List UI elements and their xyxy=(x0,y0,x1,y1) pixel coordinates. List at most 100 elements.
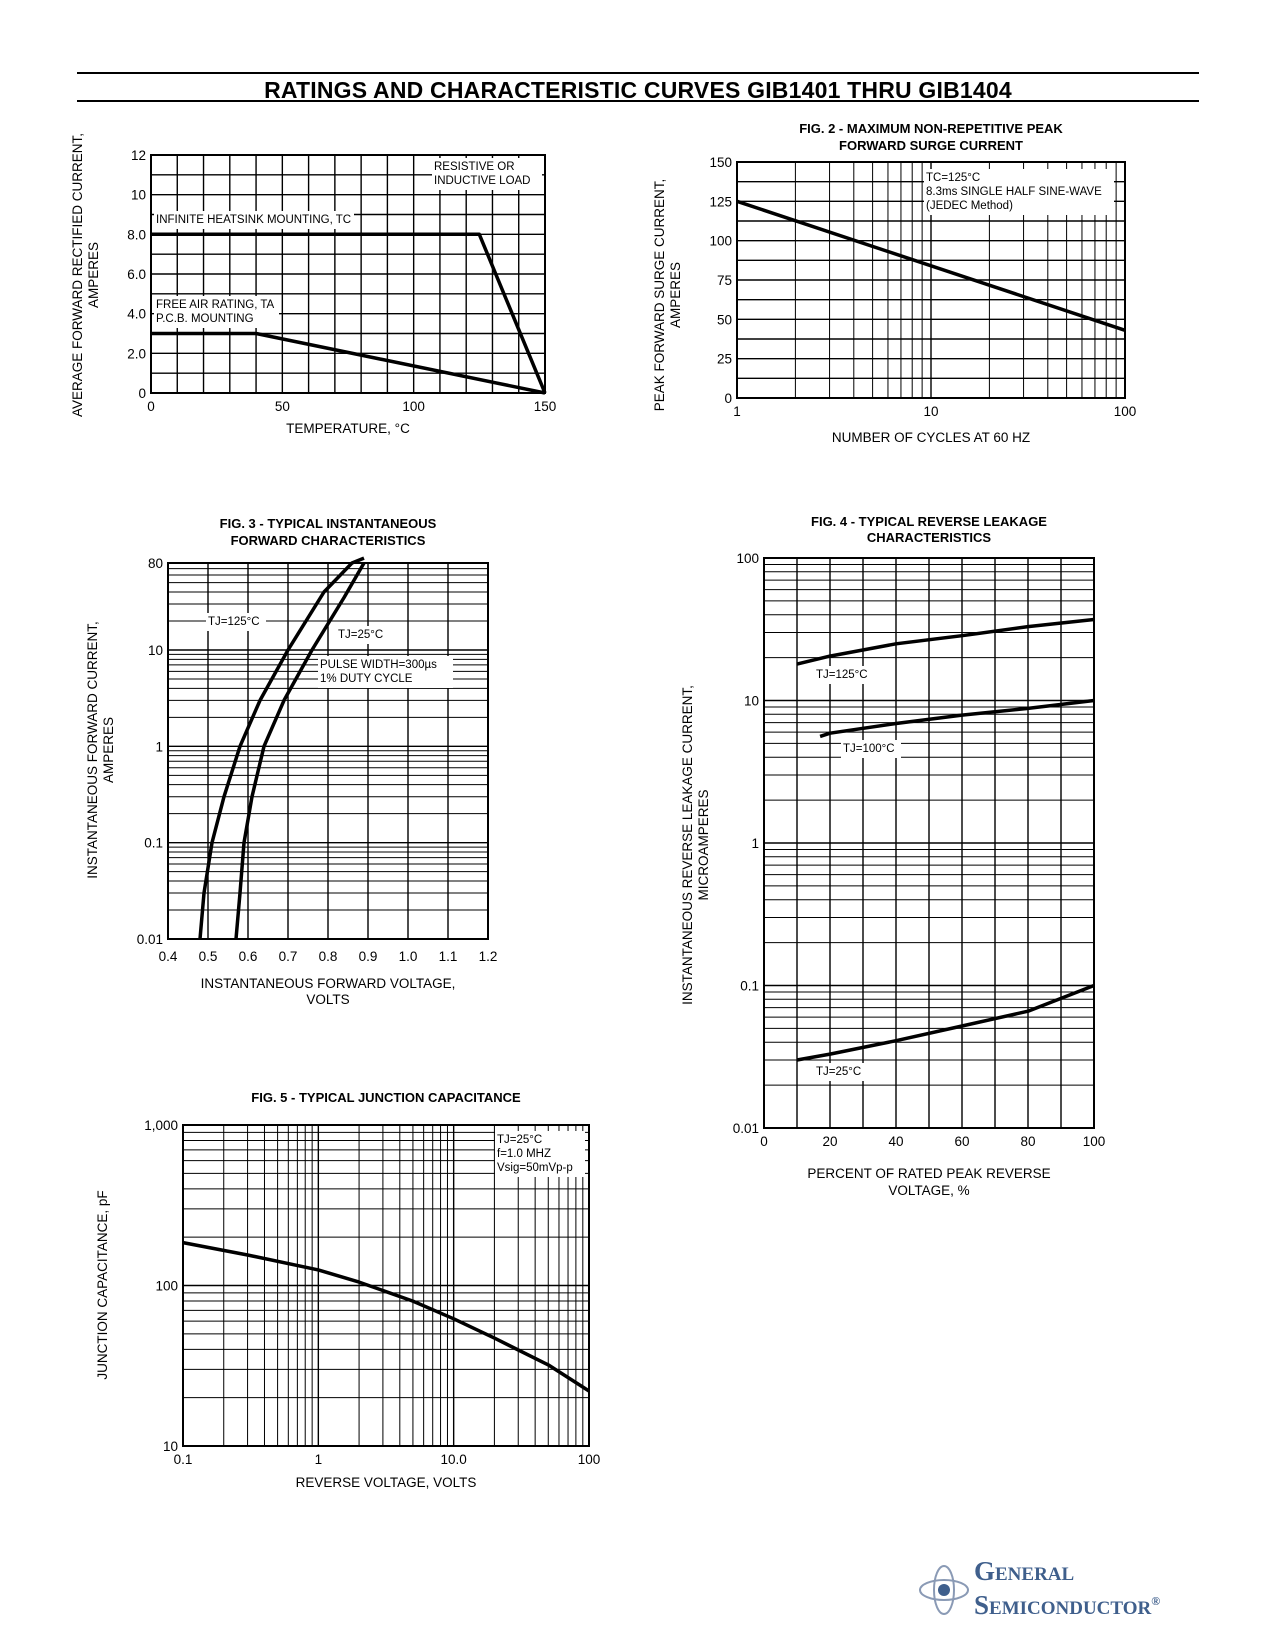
fig3-x-axis-label: VOLTS xyxy=(306,992,349,1007)
fig3-x-tick-label: 0.4 xyxy=(159,949,178,964)
fig3-x-axis-label: INSTANTANEOUS FORWARD VOLTAGE, xyxy=(201,976,456,991)
fig1-annotation-text: INFINITE HEATSINK MOUNTING, TC xyxy=(156,214,351,226)
fig4-chart: TJ=125°C TJ=100°C TJ=25°C 0 20 40 60 80 100 0.01 0… xyxy=(680,514,1105,1198)
fig4-y-tick-label: 1 xyxy=(751,836,759,851)
fig4-x-tick-label: 20 xyxy=(822,1134,837,1149)
fig1-x-tick-label: 0 xyxy=(147,399,155,414)
fig5-frame xyxy=(182,1124,590,1447)
fig4-series-line xyxy=(819,698,1095,739)
registered-mark: ® xyxy=(1151,1594,1161,1608)
fig4-series-line xyxy=(796,983,1095,1062)
fig2-annotation-text: 8.3ms SINGLE HALF SINE-WAVE xyxy=(926,186,1102,198)
fig1-annotation-bg xyxy=(154,296,279,328)
fig2-x-tick-label: 100 xyxy=(1114,404,1137,419)
fig1-y-tick-label: 6.0 xyxy=(127,267,146,282)
fig1-x-tick-label: 100 xyxy=(402,399,425,414)
fig5-chart: TJ=25°C f=1.0 MHZ Vsig=50mVp-p 0.1 1 10.0 100 1… xyxy=(95,1090,600,1490)
fig1-y-axis-label: AVERAGE FORWARD RECTIFIED CURRENT, xyxy=(70,133,85,417)
logo-line2: Semiconductor xyxy=(974,1590,1152,1620)
fig2-series-line xyxy=(736,199,1126,332)
fig5-y-tick-label: 10 xyxy=(163,1439,178,1454)
fig4-grid xyxy=(763,557,1095,1129)
fig1-y-tick-label: 10 xyxy=(131,188,146,203)
fig1-annotation-text: FREE AIR RATING, TA xyxy=(156,299,275,311)
fig3-chart: TJ=125°C TJ=25°C PULSE WIDTH=300µs 1% DUTY … xyxy=(85,516,497,1007)
fig3-annotation-bg xyxy=(318,656,453,688)
fig2-title: FORWARD SURGE CURRENT xyxy=(839,138,1023,153)
fig5-title: FIG. 5 - TYPICAL JUNCTION CAPACITANCE xyxy=(251,1090,521,1105)
fig2-y-tick-label: 75 xyxy=(717,273,732,288)
fig1-annotation-text: INDUCTIVE LOAD xyxy=(434,175,531,187)
fig4-y-tick-label: 0.01 xyxy=(733,1121,759,1136)
fig3-y-tick-label: 80 xyxy=(148,556,163,571)
logo-mark-icon xyxy=(919,1565,969,1615)
fig3-y-tick-label: 0.01 xyxy=(137,932,163,947)
fig4-x-tick-label: 80 xyxy=(1020,1134,1035,1149)
fig4-x-axis-label: PERCENT OF RATED PEAK REVERSE xyxy=(807,1166,1050,1181)
fig2-y-tick-label: 50 xyxy=(717,312,732,327)
fig4-y-tick-label: 10 xyxy=(744,694,759,709)
fig3-frame xyxy=(167,562,489,940)
fig4-frame xyxy=(763,557,1095,1129)
fig4-y-axis-label: INSTANTANEOUS REVERSE LEAKAGE CURRENT, xyxy=(680,685,695,1005)
fig3-y-tick-label: 10 xyxy=(148,643,163,658)
fig1-series-line xyxy=(151,232,547,394)
fig4-x-tick-label: 40 xyxy=(888,1134,903,1149)
fig2-annotation-text: TC=125°C xyxy=(926,172,980,184)
fig1-y-tick-label: 12 xyxy=(131,148,146,163)
general-semiconductor-logo: General Semiconductor® xyxy=(914,1556,1214,1626)
fig4-annotation-bg xyxy=(814,1063,874,1081)
fig3-title: FORWARD CHARACTERISTICS xyxy=(231,533,426,548)
fig2-chart: TC=125°C 8.3ms SINGLE HALF SINE-WAVE (JEDE… xyxy=(652,121,1136,445)
fig5-annotation-bg xyxy=(495,1131,585,1177)
fig3-x-tick-label: 0.5 xyxy=(199,949,218,964)
fig3-series-line xyxy=(234,562,366,940)
fig1-chart: RESISTIVE OR INDUCTIVE LOAD INFINITE HEATS… xyxy=(70,133,556,436)
fig4-annotation-text: TJ=100°C xyxy=(843,743,895,755)
fig2-x-axis-label: NUMBER OF CYCLES AT 60 HZ xyxy=(832,430,1030,445)
fig2-y-tick-label: 100 xyxy=(709,234,732,249)
fig5-x-tick-label: 100 xyxy=(578,1452,601,1467)
fig3-annotation-text: TJ=25°C xyxy=(338,629,383,641)
logo-text: General Semiconductor® xyxy=(974,1556,1160,1622)
fig3-annotation-text: PULSE WIDTH=300µs xyxy=(320,659,437,671)
fig1-frame xyxy=(150,154,546,394)
fig1-x-axis-label: TEMPERATURE, °C xyxy=(286,421,410,436)
fig4-series-line xyxy=(796,617,1095,666)
page-title: RATINGS AND CHARACTERISTIC CURVES GIB140… xyxy=(264,77,1012,103)
fig5-x-tick-label: 1 xyxy=(315,1452,323,1467)
fig3-x-tick-label: 0.7 xyxy=(279,949,298,964)
fig5-y-axis-label: JUNCTION CAPACITANCE, pF xyxy=(95,1190,110,1379)
fig4-annotation-bg xyxy=(841,740,901,758)
fig2-y-tick-label: 125 xyxy=(709,194,732,209)
fig1-series-line xyxy=(151,331,546,395)
fig2-title: FIG. 2 - MAXIMUM NON-REPETITIVE PEAK xyxy=(799,121,1063,136)
fig5-series-line xyxy=(182,1240,590,1393)
fig4-x-tick-label: 100 xyxy=(1083,1134,1106,1149)
fig3-annotation-bg xyxy=(206,613,266,631)
fig1-y-axis-label: AMPERES xyxy=(86,242,101,308)
fig5-annotation-text: TJ=25°C xyxy=(497,1134,542,1146)
fig5-y-tick-label: 1,000 xyxy=(144,1118,178,1133)
fig1-annotation-text: RESISTIVE OR xyxy=(434,161,515,173)
fig5-x-tick-label: 0.1 xyxy=(174,1452,193,1467)
fig3-series-line xyxy=(198,556,365,940)
fig3-x-tick-label: 1.1 xyxy=(439,949,458,964)
fig4-title: FIG. 4 - TYPICAL REVERSE LEAKAGE xyxy=(811,514,1047,529)
fig2-y-axis-label: AMPERES xyxy=(668,262,683,328)
fig3-y-tick-label: 0.1 xyxy=(144,836,163,851)
fig3-annotation-bg xyxy=(336,626,386,644)
logo-line1: General xyxy=(974,1556,1075,1586)
fig2-annotation-bg xyxy=(924,169,1114,215)
fig2-x-tick-label: 10 xyxy=(923,404,938,419)
fig2-y-tick-label: 0 xyxy=(724,391,732,406)
fig2-x-tick-label: 1 xyxy=(733,404,741,419)
fig2-annotation-text: (JEDEC Method) xyxy=(926,200,1013,212)
fig2-frame xyxy=(736,161,1126,399)
fig3-x-tick-label: 1.2 xyxy=(479,949,498,964)
fig5-y-tick-label: 100 xyxy=(155,1279,178,1294)
fig1-annotation-text: P.C.B. MOUNTING xyxy=(156,313,254,325)
fig5-annotation-text: f=1.0 MHZ xyxy=(497,1148,551,1160)
fig2-y-axis-label: PEAK FORWARD SURGE CURRENT, xyxy=(652,179,667,412)
